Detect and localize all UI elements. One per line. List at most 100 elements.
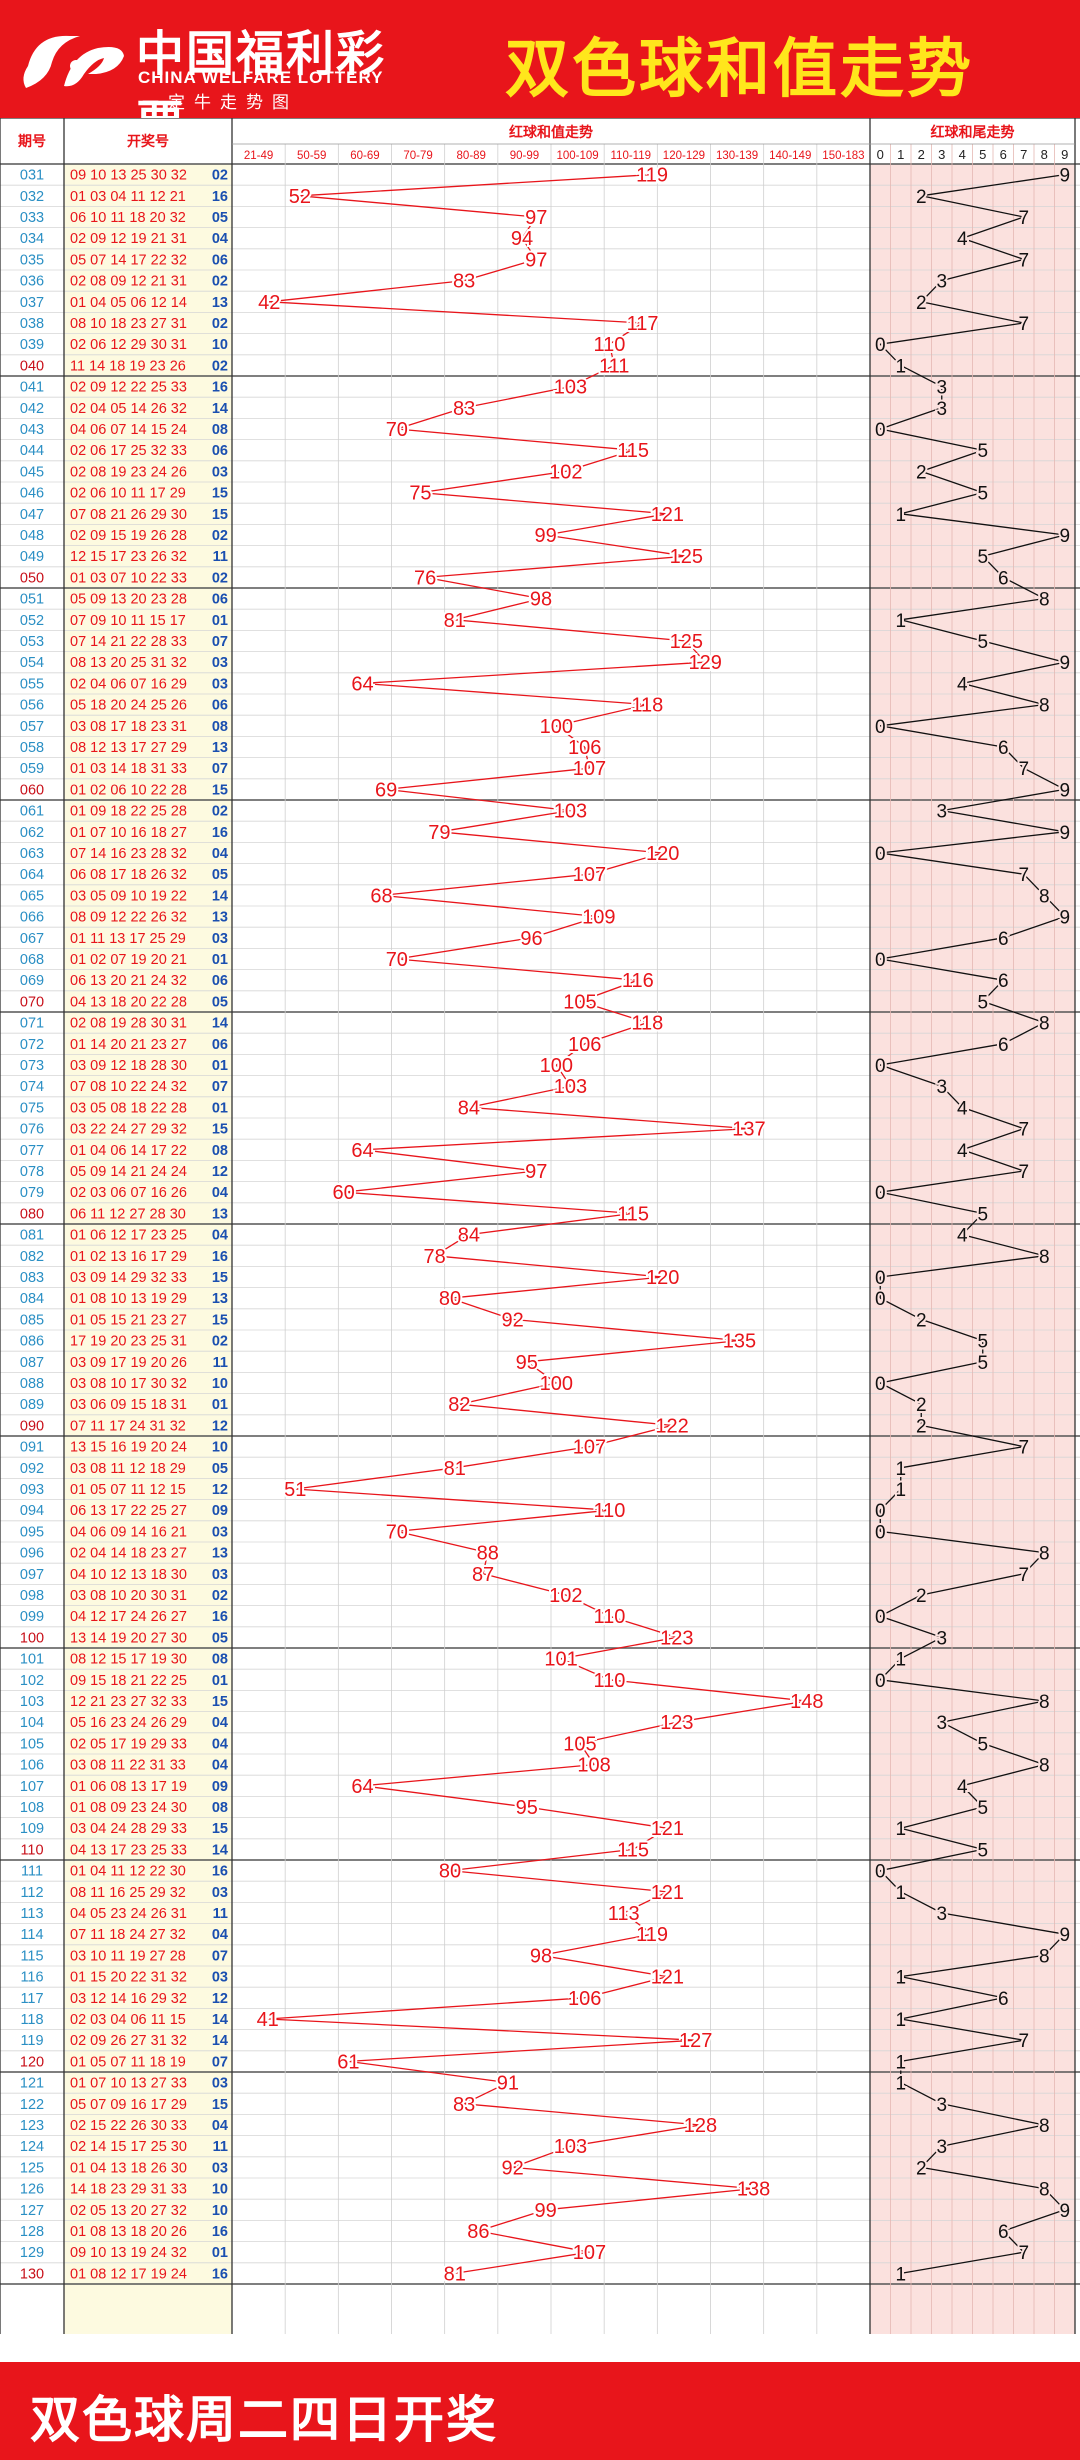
tail-value-label: 7 (1018, 2243, 1029, 2264)
sum-bin-label: 90-99 (510, 150, 539, 162)
sum-trend-segment (299, 195, 537, 218)
tail-value-label: 3 (936, 272, 947, 293)
sum-trend-segment (454, 597, 542, 621)
blue-ball: 02 (212, 804, 228, 820)
tail-value-label: 5 (977, 441, 988, 462)
red-balls: 02 09 26 27 31 32 (70, 2033, 187, 2049)
blue-ball: 03 (212, 1524, 228, 1540)
sum-trend-segment (565, 1594, 610, 1617)
sum-trend-segment (464, 2103, 701, 2126)
tail-value-label: 9 (1059, 780, 1070, 801)
tail-trend-segment (1023, 767, 1066, 790)
sum-trend-segment (348, 2039, 696, 2063)
blue-ball: 15 (212, 2097, 228, 2113)
red-balls: 02 14 15 17 25 30 (70, 2139, 187, 2155)
sum-value-label: 125 (670, 631, 703, 653)
sum-trend-segment (609, 1615, 678, 1639)
tail-value-label: 1 (895, 2264, 906, 2285)
blue-ball: 04 (212, 1758, 228, 1774)
blue-ball: 12 (212, 1418, 228, 1434)
issue-number: 047 (20, 507, 44, 523)
sum-trend-segment (434, 1234, 470, 1257)
tail-trend-segment (921, 470, 983, 494)
sum-value-label: 84 (458, 1097, 480, 1119)
blue-ball: 08 (212, 1800, 228, 1816)
tail-value-label: 2 (916, 462, 927, 483)
sum-trend-segment (396, 407, 465, 430)
red-balls: 07 08 21 26 29 30 (70, 507, 187, 523)
sum-trend-segment (512, 1318, 740, 1342)
blue-ball: 08 (212, 719, 228, 735)
tail-bin-label: 2 (918, 147, 925, 162)
red-balls: 01 03 07 10 22 33 (70, 570, 187, 586)
red-balls: 03 08 11 22 31 33 (70, 1758, 186, 1774)
sum-trend-segment (362, 1127, 749, 1151)
blue-ball: 13 (212, 1546, 228, 1562)
sum-bin-label: 50-59 (297, 150, 326, 162)
issue-number: 080 (20, 1206, 44, 1222)
blue-ball: 15 (212, 782, 228, 798)
sum-trend-segment (267, 1997, 585, 2020)
sum-trend-segment (579, 979, 639, 1003)
sum-value-label: 81 (444, 2263, 466, 2285)
sum-bin-label: 130-139 (716, 150, 758, 162)
blue-ball: 03 (212, 2160, 228, 2176)
blue-ball: 16 (212, 825, 228, 841)
issue-number: 062 (20, 825, 44, 841)
tail-trend-segment (900, 1891, 943, 1914)
issue-number: 033 (20, 210, 44, 226)
sum-value-label: 70 (386, 1521, 408, 1543)
sum-trend-segment (570, 2124, 701, 2147)
sum-value-label: 118 (631, 695, 663, 717)
sum-value-label: 78 (423, 1246, 445, 1268)
tail-value-label: 2 (916, 293, 927, 314)
red-balls: 05 09 13 20 23 28 (70, 592, 187, 608)
sum-trend-segment (560, 1636, 677, 1660)
draw-column-background (64, 164, 232, 2334)
blue-ball: 14 (212, 401, 228, 417)
blue-ball: 02 (212, 316, 228, 332)
issue-number: 104 (20, 1715, 44, 1731)
sum-trend-segment (521, 237, 537, 260)
red-balls: 04 06 07 14 15 24 (70, 422, 187, 438)
blue-ball: 03 (212, 464, 228, 480)
blue-ball: 06 (212, 1037, 228, 1053)
tail-trend-segment (921, 1318, 983, 1342)
tail-value-label: 1 (895, 2052, 906, 2073)
red-balls: 09 10 13 19 24 32 (70, 2245, 187, 2261)
sum-bin-label: 120-129 (663, 150, 705, 162)
tail-trend-segment (900, 2251, 1024, 2275)
tail-value-label: 0 (875, 1056, 886, 1077)
tail-value-label: 6 (998, 568, 1009, 589)
tail-trend-segment (1003, 2209, 1065, 2232)
issue-number: 125 (20, 2160, 44, 2176)
blue-ball: 09 (212, 1779, 228, 1795)
issue-number: 105 (20, 1736, 44, 1752)
issue-number: 099 (20, 1609, 44, 1625)
blue-ball: 01 (212, 952, 228, 968)
tail-value-label: 3 (936, 1904, 947, 1925)
tail-value-label: 6 (998, 2222, 1009, 2243)
red-balls: 02 06 12 29 30 31 (70, 337, 187, 353)
blue-ball: 14 (212, 2012, 228, 2028)
red-balls: 03 05 08 18 22 28 (70, 1100, 187, 1116)
blue-ball: 12 (212, 1164, 228, 1180)
sum-trend-segment (463, 2082, 509, 2105)
blue-ball: 15 (212, 1122, 228, 1138)
blue-ball: 07 (212, 1079, 228, 1095)
issue-number: 035 (20, 252, 44, 268)
tail-trend-segment (880, 1361, 983, 1384)
sum-trend-segment (381, 873, 590, 897)
issue-number: 127 (20, 2203, 44, 2219)
red-balls: 06 11 12 27 28 30 (70, 1206, 186, 1222)
sum-value-label: 106 (568, 1988, 601, 2010)
issue-number: 066 (20, 910, 44, 926)
red-balls: 04 05 23 24 26 31 (70, 1906, 187, 1922)
sum-trend-segment (269, 301, 643, 324)
issue-number: 092 (20, 1461, 44, 1477)
tail-trend-segment (879, 1382, 922, 1405)
issue-number: 089 (20, 1397, 44, 1413)
sum-value-label: 106 (568, 737, 601, 759)
red-balls: 13 14 19 20 27 30 (70, 1630, 187, 1646)
blue-ball: 08 (212, 1652, 228, 1668)
